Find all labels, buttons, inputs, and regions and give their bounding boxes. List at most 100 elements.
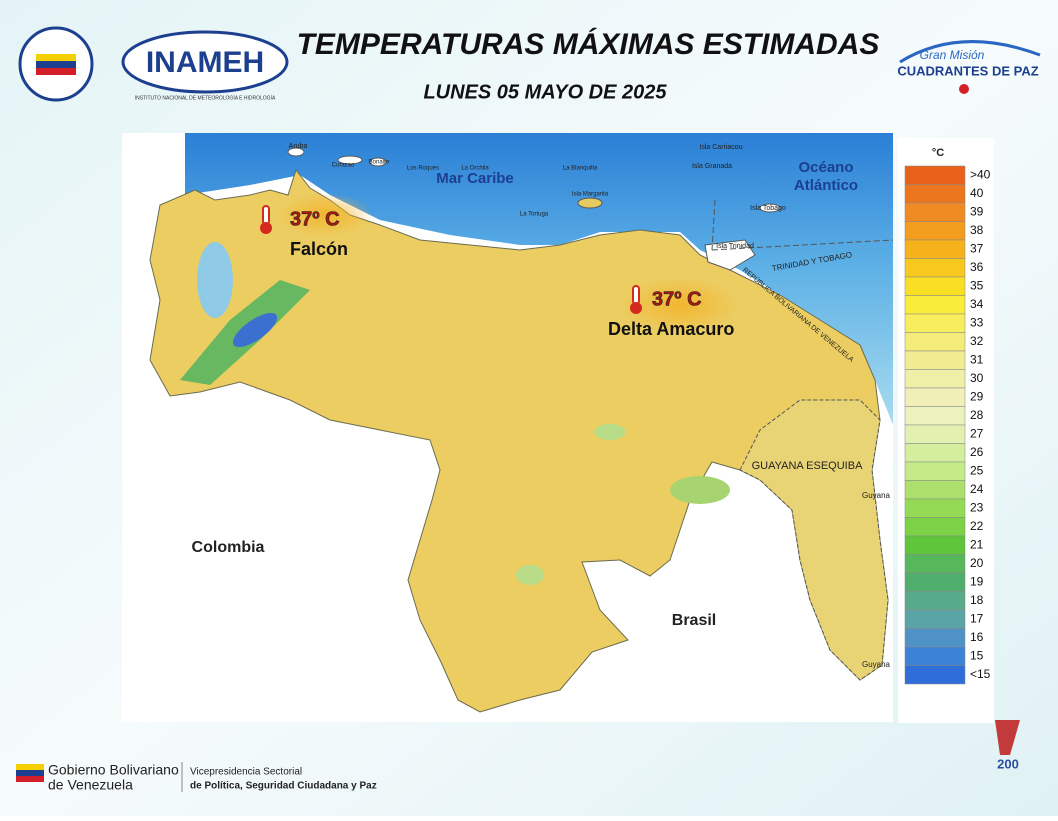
gov-text: de Venezuela [48,777,133,793]
legend-swatch [904,258,966,278]
legend-swatch [904,665,966,685]
logo-top: Gran Misión [920,48,985,62]
inameh-text: INAMEH [146,46,264,79]
flag-stripe [36,68,76,75]
legend-label: 20 [970,556,984,570]
badge-shape [995,720,1020,755]
logo-main: CUADRANTES DE PAZ [897,63,1038,78]
legend-swatch [904,424,966,444]
legend-label: 22 [970,519,984,533]
legend-label: 28 [970,408,984,422]
logo-pin [959,84,969,94]
legend-label: 25 [970,463,984,477]
flag-stripe [16,776,44,782]
gov-text: Gobierno Bolivariano [48,762,179,778]
legend-label: 29 [970,389,984,403]
hot-zone [277,193,373,237]
map-label: La Tortuga [520,212,549,218]
legend-swatch [904,572,966,592]
legend-label: 39 [970,204,984,218]
legend-label: 38 [970,223,984,237]
guayana-esequiba [739,399,889,681]
vice-text: de Política, Seguridad Ciudadana y Paz [190,781,377,792]
legend-label: 33 [970,315,984,329]
flag-stripe [36,61,76,68]
inameh-caption: INSTITUTO NACIONAL DE METEOROLOGÍA E HID… [135,94,276,101]
legend-label: 31 [970,352,984,366]
badge-text: 200 [997,756,1019,771]
legend-label: 34 [970,297,984,311]
legend-swatch [904,369,966,389]
thermometer-bulb [630,302,642,314]
legend-label: 23 [970,500,984,514]
legend-swatch [904,535,966,555]
map-label: Océano [798,159,853,176]
legend-swatch [904,221,966,241]
legend-label: 21 [970,537,984,551]
tobago [759,203,781,213]
title: TEMPERATURAS MÁXIMAS ESTIMADAS [297,27,880,61]
legend-swatch [904,646,966,666]
thermometer [262,205,270,225]
flag-stripe [16,770,44,776]
legend-swatch [904,239,966,259]
annotation-value: 37º C [290,208,340,230]
legend-swatch [904,461,966,481]
curacao-island [337,155,363,165]
map-label: Isla Trinidad [716,243,754,250]
map-label: GUAYANA ESEQUIBA [752,460,864,472]
legend-swatch [904,609,966,629]
andes-peak [232,312,278,348]
aruba-island [287,147,305,157]
guayana-highlands [670,476,730,504]
legend-swatch [904,554,966,574]
map-label: Isla Tobago [750,205,786,212]
legend-swatch [904,387,966,407]
map-label: Isla Carriacou [699,144,742,151]
legend-label: >40 [970,167,991,181]
bonaire-island [369,157,387,167]
lake-maracaibo [197,242,233,318]
legend-swatch [904,406,966,426]
map-label: Bonaire [369,160,390,166]
legend-swatch [904,165,966,185]
trinidad [704,239,756,271]
legend-swatch [904,628,966,648]
highlands [594,424,626,440]
flag-stripe [16,764,44,770]
map-label: Curazao [332,163,355,169]
annotation-place: Delta Amacuro [608,319,734,339]
map-label: Atlántico [794,177,858,194]
legend-label: 30 [970,371,984,385]
legend-label: 17 [970,611,984,625]
legend-swatch [904,498,966,518]
legend-label: 40 [970,186,984,200]
annotation-place: Falcón [290,239,348,259]
legend-label: 19 [970,574,984,588]
legend-swatch [904,184,966,204]
legend-label: 37 [970,241,984,255]
inameh-logo [121,30,289,94]
map-label: Aruba [289,143,308,150]
flag-stripe [36,54,76,61]
legend-label: 18 [970,593,984,607]
legend-swatch [904,332,966,352]
map-label: Isla Margarita [572,192,609,198]
legend-swatch [904,295,966,315]
legend-swatch [904,202,966,222]
legend-swatch [904,350,966,370]
map-label: Isla Granada [692,163,732,170]
map [122,133,894,722]
maritime-border [711,199,894,251]
annotation-value: 37º C [652,288,702,310]
vice-text: Vicepresidencia Sectorial [190,767,302,778]
legend-label: 26 [970,445,984,459]
map-label: Brasil [672,612,716,629]
legend-label: 27 [970,426,984,440]
map-label: La Orchila [461,166,489,172]
map-label: Guyana [862,491,891,500]
legend-swatch [904,276,966,296]
map-label: Colombia [192,539,265,556]
legend-label: 16 [970,630,984,644]
